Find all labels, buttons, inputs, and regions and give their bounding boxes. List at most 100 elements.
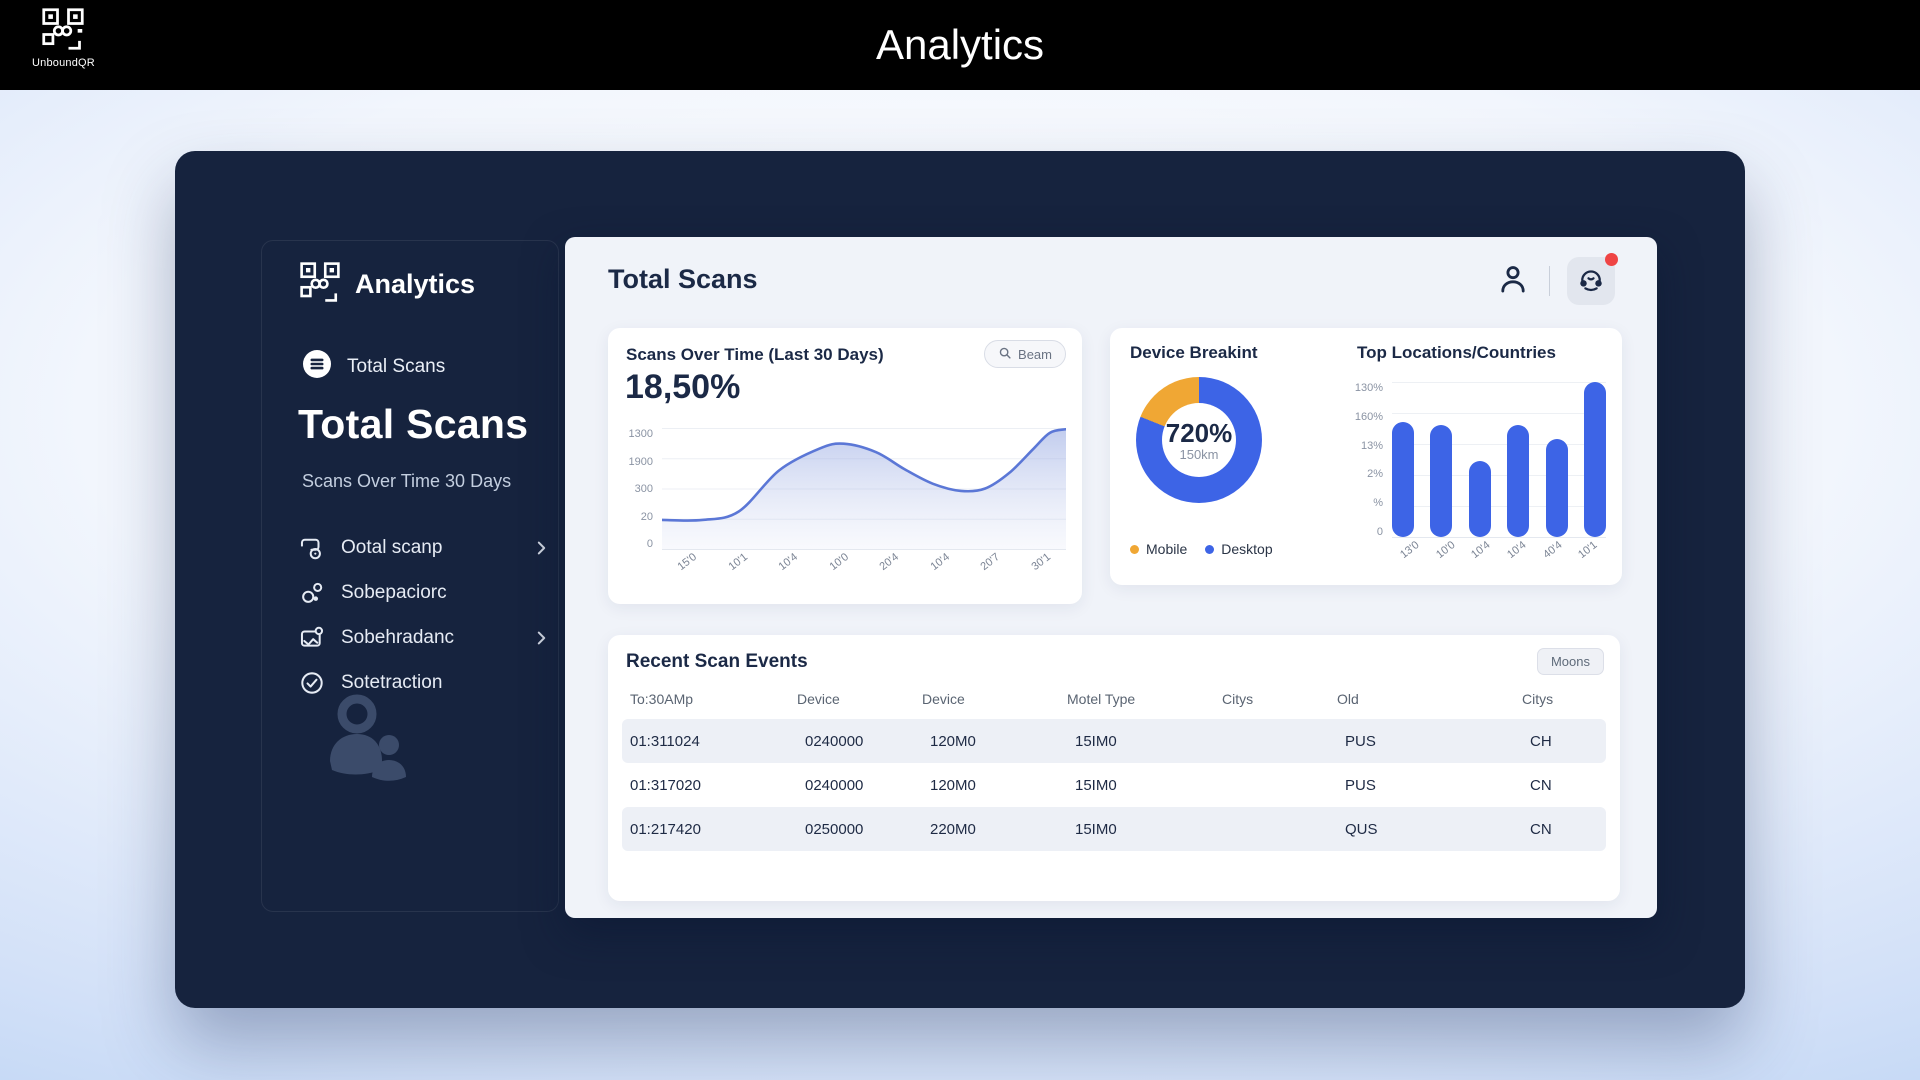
table-row[interactable]: 01:217420 0250000 220M0 15IM0 QUS CN bbox=[622, 807, 1606, 851]
support-notification-button[interactable] bbox=[1567, 253, 1618, 305]
table-row[interactable]: 01:311024 0240000 120M0 15IM0 PUS CH bbox=[622, 719, 1606, 763]
brand-name: UnboundQR bbox=[32, 57, 95, 69]
chevron-right-icon bbox=[536, 539, 547, 557]
bar-1 bbox=[1430, 425, 1453, 537]
table-row[interactable]: 01:317020 0240000 120M0 15IM0 PUS CN bbox=[622, 763, 1606, 807]
scan-icon bbox=[299, 535, 325, 561]
search-icon bbox=[998, 346, 1012, 363]
line-chart-x-axis: 15'0 10'1 10'4 10'0 20'4 10'4 20'7 30'1 bbox=[662, 551, 1066, 573]
notification-dot bbox=[1605, 253, 1618, 266]
legend-item-desktop: Desktop bbox=[1205, 541, 1273, 557]
table-cell: QUS bbox=[1345, 820, 1378, 838]
top-bar: UnboundQR Analytics bbox=[0, 0, 1920, 90]
bar-3 bbox=[1507, 425, 1530, 537]
bar-chart-y-axis: 130% 160% 13% 2%% 0 bbox=[1348, 382, 1392, 538]
scans-card-title: Scans Over Time (Last 30 Days) bbox=[626, 345, 884, 364]
device-donut-chart: 720% 150km bbox=[1136, 377, 1262, 503]
locations-bar-chart: 130% 160% 13% 2%% 0 bbox=[1348, 382, 1606, 538]
moons-button-label: Moons bbox=[1550, 654, 1590, 669]
table-cell: 0250000 bbox=[805, 820, 864, 838]
main-panel: Total Scans bbox=[565, 237, 1657, 918]
legend-dot bbox=[1205, 544, 1215, 554]
table-body: 01:311024 0240000 120M0 15IM0 PUS CH 01:317020… bbox=[622, 719, 1606, 851]
header-divider bbox=[1549, 266, 1550, 296]
sidebar-subheading: Scans Over Time 30 Days bbox=[302, 471, 512, 491]
y-axis-label: 20 bbox=[640, 510, 653, 523]
sidebar-item-total-scans[interactable]: Total Scans bbox=[302, 349, 445, 385]
y-axis-label: 160% bbox=[1354, 410, 1383, 423]
qr-logo-icon bbox=[41, 7, 85, 56]
legend-dot bbox=[1130, 544, 1139, 554]
line-chart-plot bbox=[662, 428, 1066, 550]
table-cell: 01:317020 bbox=[630, 776, 701, 794]
scans-over-time-card: Scans Over Time (Last 30 Days) Beam 18,5… bbox=[608, 328, 1082, 604]
device-legend: Mobile Desktop bbox=[1130, 541, 1273, 557]
sidebar-logo: Analytics bbox=[299, 261, 475, 308]
dashboard-card: Analytics Total Scans Total Scans Scans … bbox=[175, 151, 1745, 1008]
legend-item-mobile: Mobile bbox=[1130, 541, 1187, 557]
table-cell: 120M0 bbox=[930, 732, 976, 750]
table-cell: 15IM0 bbox=[1075, 820, 1117, 838]
check-icon bbox=[299, 670, 325, 696]
table-cell: CH bbox=[1530, 732, 1552, 750]
users-icon bbox=[299, 580, 325, 606]
legend-label: Mobile bbox=[1146, 541, 1188, 557]
x-axis-label: 13'0 bbox=[1398, 538, 1422, 562]
main-title: Total Scans bbox=[608, 264, 758, 294]
x-axis-label: 40'4 bbox=[1540, 538, 1565, 562]
device-locations-card: Device Breakint 720% 150km Mobile Desktop… bbox=[1110, 328, 1622, 585]
table-cell: 0240000 bbox=[805, 776, 864, 794]
mail-icon bbox=[299, 625, 325, 651]
table-column-header: To:30AMp bbox=[630, 691, 694, 707]
people-group-icon bbox=[317, 687, 417, 787]
line-chart: 1300 1900 300 20 0 bbox=[620, 428, 1066, 550]
y-axis-label: 130% bbox=[1354, 382, 1383, 394]
headset-icon bbox=[1576, 264, 1606, 299]
bar-chart-x-axis: 13'0 10'0 10'4 10'4 40'4 10'1 bbox=[1392, 539, 1606, 561]
bar-chart-plot bbox=[1392, 382, 1606, 538]
beam-button-label: Beam bbox=[1018, 346, 1052, 362]
brand-logo: UnboundQR bbox=[32, 7, 95, 69]
table-header-row: To:30AMp Device Device Motel Type Citys Old Ci… bbox=[630, 691, 1598, 707]
bar-2 bbox=[1468, 461, 1491, 537]
sidebar-item-0[interactable]: Ootal scanp bbox=[299, 525, 547, 570]
y-axis-label: 0 bbox=[1376, 525, 1383, 538]
sidebar-menu: Ootal scanp Sobepaciorc Sobehradanc Sotetra… bbox=[299, 525, 547, 705]
table-cell: 120M0 bbox=[930, 776, 976, 794]
sidebar-item-1[interactable]: Sobepaciorc bbox=[299, 570, 547, 615]
beam-button[interactable]: Beam bbox=[984, 340, 1066, 368]
table-title: Recent Scan Events bbox=[626, 651, 808, 672]
x-axis-label: 10'4 bbox=[1505, 538, 1529, 562]
qr-logo-icon bbox=[299, 261, 341, 308]
donut-center-sub: 150km bbox=[1179, 446, 1219, 462]
sidebar-item-3[interactable]: Sotetraction bbox=[299, 660, 547, 705]
scans-percentage-value: 18,50% bbox=[625, 368, 741, 406]
table-cell: PUS bbox=[1345, 776, 1376, 794]
donut-center: 720% 150km bbox=[1162, 403, 1236, 477]
y-axis-label: 2% bbox=[1367, 468, 1383, 481]
table-cell: 15IM0 bbox=[1075, 732, 1117, 750]
device-card-title: Device Breakint bbox=[1130, 343, 1258, 362]
line-chart-y-axis: 1300 1900 300 20 0 bbox=[620, 428, 662, 550]
moons-button[interactable]: Moons bbox=[1536, 648, 1604, 675]
table-column-header: Device bbox=[922, 691, 965, 707]
user-profile-button[interactable] bbox=[1494, 262, 1532, 300]
locations-card-title: Top Locations/Countries bbox=[1357, 343, 1556, 362]
table-cell: CN bbox=[1530, 776, 1552, 794]
sidebar-app-title: Analytics bbox=[355, 269, 476, 299]
table-column-header: Device bbox=[797, 691, 840, 707]
recent-scan-events-card: Recent Scan Events Moons To:30AMp Device D… bbox=[608, 635, 1620, 901]
table-column-header: Citys bbox=[1222, 691, 1254, 707]
y-axis-label: 1900 bbox=[628, 455, 653, 468]
list-circle-icon bbox=[302, 349, 332, 385]
sidebar-item-2[interactable]: Sobehradanc bbox=[299, 615, 547, 660]
table-cell: 220M0 bbox=[930, 820, 976, 838]
sidebar-item-label: Total Scans bbox=[347, 356, 446, 377]
table-cell: PUS bbox=[1345, 732, 1376, 750]
x-axis-label: 10'4 bbox=[1469, 538, 1493, 562]
sidebar-item-label: Sotetraction bbox=[341, 671, 443, 693]
bar-5 bbox=[1584, 382, 1606, 537]
x-axis-label: 10'1 bbox=[1576, 538, 1600, 562]
table-cell: 01:311024 bbox=[630, 732, 700, 750]
sidebar-item-label: Sobehradanc bbox=[341, 626, 455, 648]
